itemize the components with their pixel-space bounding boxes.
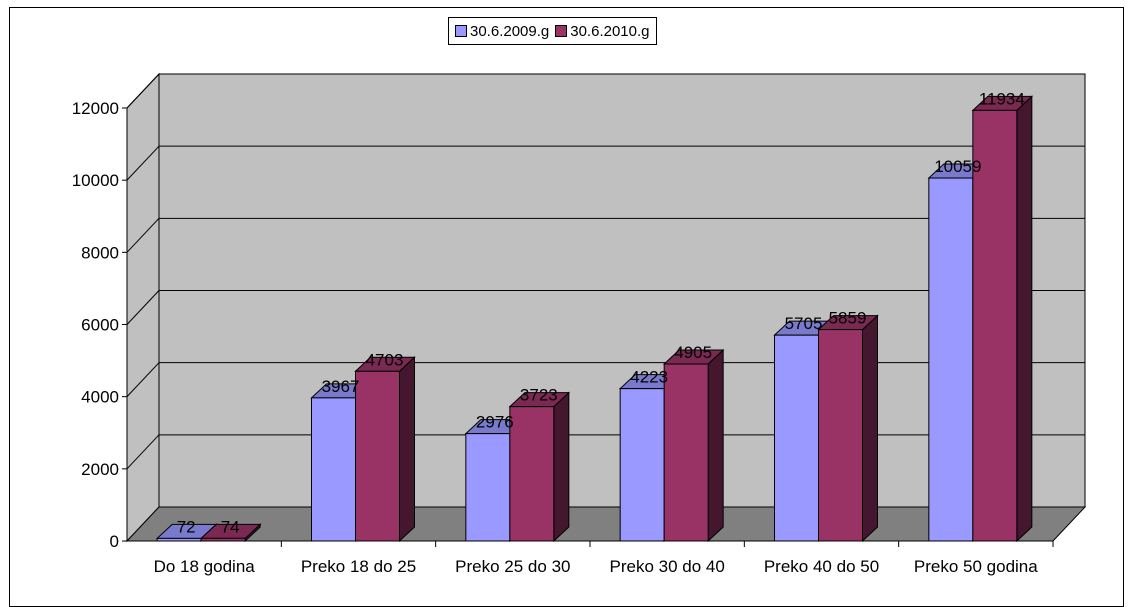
bar (509, 406, 555, 542)
y-tick-label: 12000 (72, 99, 119, 118)
bar-side (399, 356, 415, 543)
x-tick-label: Preko 40 do 50 (764, 557, 879, 576)
data-label: 10059 (934, 157, 981, 176)
bar (619, 388, 665, 542)
bar-side (1016, 95, 1033, 543)
bar (311, 397, 356, 542)
data-label: 4703 (366, 350, 404, 369)
bar-side (553, 391, 570, 543)
gridline-side (126, 145, 160, 181)
y-tick-label: 2000 (81, 460, 119, 479)
gridline-side (126, 73, 160, 109)
y-tick-label: 0 (110, 532, 119, 551)
y-tick-label: 6000 (81, 316, 119, 335)
data-label: 11934 (979, 89, 1025, 108)
x-tick-label: Preko 30 do 40 (610, 557, 725, 576)
bar (663, 363, 709, 542)
bar-side (862, 314, 878, 543)
x-tick-label: Preko 18 do 25 (301, 557, 416, 576)
data-label: 74 (221, 517, 240, 536)
legend-label-series-2: 30.6.2010.g (570, 22, 650, 40)
y-tick-label: 8000 (81, 243, 119, 262)
data-label: 3723 (520, 386, 558, 405)
data-label: 3967 (322, 377, 360, 396)
data-label: 4223 (630, 368, 668, 387)
data-label: 5859 (829, 309, 867, 328)
data-label: 72 (177, 517, 196, 536)
x-tick-label: Do 18 godina (154, 557, 256, 576)
bar (928, 177, 974, 542)
y-tick-label: 4000 (81, 388, 119, 407)
legend-item-series-2: 30.6.2010.g (555, 22, 650, 40)
gridline-side (126, 362, 160, 398)
bar (465, 433, 511, 542)
gridline-side (126, 217, 160, 253)
bar (774, 334, 819, 542)
x-tick-label: Preko 50 godina (914, 557, 1038, 576)
data-label: 2976 (476, 413, 514, 432)
bar-side (707, 348, 724, 543)
legend-swatch-series-1 (455, 25, 467, 37)
bar (972, 109, 1018, 542)
y-tick-label: 10000 (72, 171, 119, 190)
chart-legend: 30.6.2009.g 30.6.2010.g (448, 17, 657, 45)
gridline-side (126, 434, 160, 470)
gridline-side (126, 290, 160, 325)
legend-label-series-1: 30.6.2009.g (470, 22, 550, 40)
legend-item-series-1: 30.6.2009.g (455, 23, 549, 40)
bar (818, 329, 863, 542)
x-tick-label: Preko 25 do 30 (455, 557, 570, 576)
bar (355, 370, 400, 542)
legend-swatch-series-2 (555, 25, 568, 37)
data-label: 5705 (785, 314, 823, 333)
data-label: 4905 (674, 343, 712, 362)
